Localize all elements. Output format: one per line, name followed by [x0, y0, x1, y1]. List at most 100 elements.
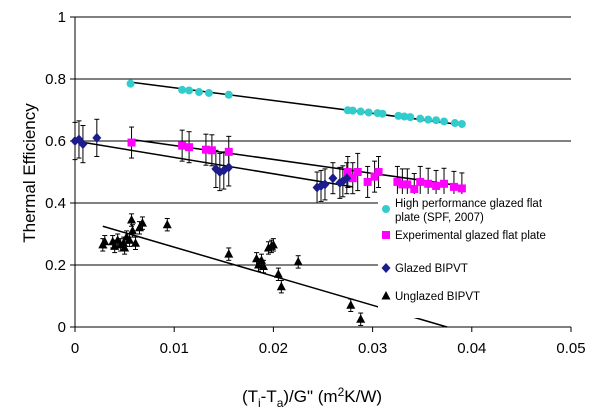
point-experimental-12 — [393, 177, 402, 186]
x-axis-title-part: K/W) — [344, 387, 382, 406]
point-experimental-4 — [207, 146, 216, 155]
legend-label-unglazed-bipvt: Unglazed BIPVT — [395, 291, 480, 303]
point-unglazed-bipvt-11 — [128, 225, 138, 235]
y-tick-label-0: 0 — [58, 319, 66, 336]
y-tick-label-5: 1 — [58, 9, 66, 26]
point-high-performance-9 — [364, 108, 373, 117]
point-unglazed-bipvt-17 — [252, 253, 262, 263]
x-tick-label-0: 0 — [71, 340, 79, 357]
x-axis-title-part: a — [277, 396, 284, 410]
point-glazed-bipvt-7 — [224, 162, 234, 173]
point-high-performance-2 — [185, 86, 194, 95]
legend-label-high-performance: plate (SPF, 2007) — [395, 212, 484, 224]
point-high-performance-16 — [424, 115, 433, 124]
x-axis-title-part: i — [258, 396, 261, 410]
point-experimental-1 — [178, 141, 187, 150]
point-high-performance-19 — [450, 119, 459, 128]
point-unglazed-bipvt-12 — [131, 238, 141, 247]
point-unglazed-bipvt-7 — [120, 242, 130, 252]
legend-label-glazed-bipvt: Glazed BIPVT — [395, 263, 468, 275]
point-experimental-19 — [440, 179, 449, 188]
point-unglazed-bipvt-25 — [276, 281, 286, 291]
x-axis-title-part: 2 — [338, 385, 345, 399]
x-tick-label-1: 0.01 — [160, 340, 189, 357]
x-axis-title-part: -T — [261, 387, 277, 406]
point-unglazed-bipvt-23 — [268, 239, 278, 249]
point-high-performance-4 — [204, 88, 213, 97]
point-high-performance-13 — [400, 112, 409, 121]
point-high-performance-1 — [178, 85, 187, 94]
point-high-performance-17 — [432, 116, 441, 125]
legend-marker-experimental — [382, 231, 390, 239]
x-axis-title-part: )/G" (m — [283, 387, 337, 406]
point-high-performance-15 — [416, 114, 425, 123]
point-experimental-10 — [370, 172, 379, 181]
y-tick-label-3: 0.6 — [45, 133, 66, 150]
y-axis-title: Thermal Efficiency — [20, 103, 39, 243]
point-experimental-20 — [449, 182, 458, 191]
point-unglazed-bipvt-18 — [254, 260, 264, 269]
y-tick-label-4: 0.8 — [45, 71, 66, 88]
point-experimental-17 — [424, 179, 433, 188]
point-unglazed-bipvt-16 — [224, 249, 234, 258]
point-experimental-5 — [224, 147, 233, 156]
point-high-performance-0 — [126, 79, 135, 88]
point-glazed-bipvt-3 — [92, 132, 102, 143]
point-experimental-14 — [403, 180, 412, 189]
point-experimental-18 — [432, 181, 441, 190]
point-high-performance-12 — [394, 111, 403, 120]
tick-labels: 0 0.2 0.4 0.6 0.8 1 0 0.01 0.02 0.03 0.04 0.05 — [45, 9, 585, 357]
point-experimental-3 — [201, 145, 210, 154]
point-high-performance-3 — [195, 88, 203, 97]
point-experimental-8 — [353, 168, 362, 176]
point-glazed-bipvt-11 — [328, 173, 338, 184]
point-unglazed-bipvt-27 — [346, 300, 356, 309]
x-axis-title: (Ti-Ta)/G" (m2K/W) — [242, 385, 382, 410]
point-high-performance-5 — [224, 90, 233, 99]
x-tick-label-5: 0.05 — [556, 340, 585, 357]
legend-label-high-performance: High performance glazed flat — [395, 198, 543, 210]
legend-label-experimental: Experimental glazed flat plate — [395, 230, 546, 242]
y-tick-label-2: 0.4 — [45, 195, 66, 212]
x-tick-label-2: 0.02 — [259, 340, 288, 357]
point-glazed-bipvt-14 — [342, 173, 352, 184]
point-unglazed-bipvt-6 — [119, 238, 129, 247]
x-axis-title-part: (T — [242, 387, 258, 406]
point-high-performance-18 — [440, 117, 449, 126]
point-experimental-13 — [398, 180, 407, 189]
point-high-performance-8 — [356, 107, 365, 116]
point-experimental-2 — [185, 143, 194, 152]
point-unglazed-bipvt-9 — [125, 235, 135, 244]
point-unglazed-bipvt-10 — [127, 215, 137, 224]
point-experimental-0 — [127, 138, 136, 147]
x-tick-label-3: 0.03 — [358, 340, 387, 357]
y-tick-label-1: 0.2 — [45, 257, 66, 274]
point-high-performance-11 — [378, 109, 387, 118]
point-unglazed-bipvt-14 — [137, 218, 147, 227]
point-experimental-7 — [348, 174, 357, 183]
legend-marker-high-performance — [382, 205, 390, 213]
trendline-glazed-bipvt — [74, 140, 353, 188]
legend-marker-unglazed-bipvt — [381, 291, 391, 300]
point-unglazed-bipvt-20 — [258, 261, 268, 271]
point-experimental-9 — [363, 177, 372, 186]
point-experimental-6 — [343, 168, 352, 176]
legend-marker-glazed-bipvt — [381, 263, 391, 273]
point-high-performance-14 — [406, 113, 415, 122]
point-experimental-11 — [374, 168, 383, 176]
point-glazed-bipvt-10 — [320, 179, 330, 190]
x-tick-label-4: 0.04 — [457, 340, 486, 357]
data-points — [70, 79, 466, 323]
point-experimental-21 — [457, 184, 466, 193]
point-unglazed-bipvt-24 — [273, 269, 283, 278]
point-unglazed-bipvt-1 — [100, 236, 110, 246]
point-unglazed-bipvt-15 — [162, 219, 172, 229]
point-unglazed-bipvt-13 — [134, 222, 144, 232]
point-unglazed-bipvt-26 — [293, 256, 303, 266]
legend-box — [378, 194, 596, 318]
point-unglazed-bipvt-28 — [356, 314, 366, 323]
point-high-performance-7 — [348, 106, 357, 115]
point-unglazed-bipvt-19 — [256, 255, 266, 264]
point-experimental-16 — [416, 177, 425, 186]
